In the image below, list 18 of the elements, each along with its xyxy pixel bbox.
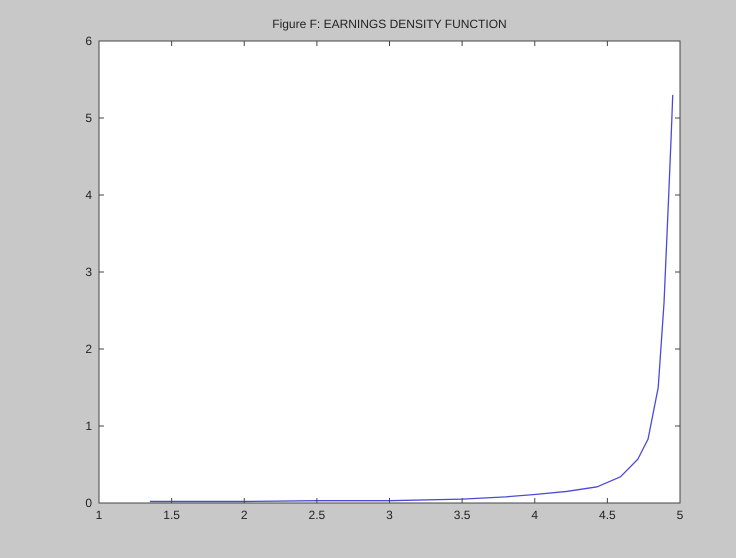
x-tick-label: 1.5 xyxy=(163,508,180,522)
x-tick-label: 5 xyxy=(676,508,684,522)
x-tick-label: 2.5 xyxy=(308,508,326,522)
y-tick-label: 6 xyxy=(85,34,92,48)
y-tick-label: 1 xyxy=(85,419,92,433)
chart-title: Figure F: EARNINGS DENSITY FUNCTION xyxy=(272,17,507,31)
y-tick-label: 2 xyxy=(85,342,92,356)
y-tick-label: 3 xyxy=(85,265,92,279)
y-tick-label: 0 xyxy=(85,496,92,510)
x-tick-label: 3.5 xyxy=(454,508,471,522)
line-series xyxy=(149,94,674,502)
x-tick-label: 2 xyxy=(240,508,248,522)
y-tick-label: 5 xyxy=(85,111,92,125)
x-tick-label: 3 xyxy=(386,508,394,522)
x-tick-label: 4.5 xyxy=(599,508,616,522)
x-tick-label: 4 xyxy=(531,508,538,522)
y-tick-label: 4 xyxy=(85,188,92,202)
x-tick-label: 1 xyxy=(96,508,103,522)
